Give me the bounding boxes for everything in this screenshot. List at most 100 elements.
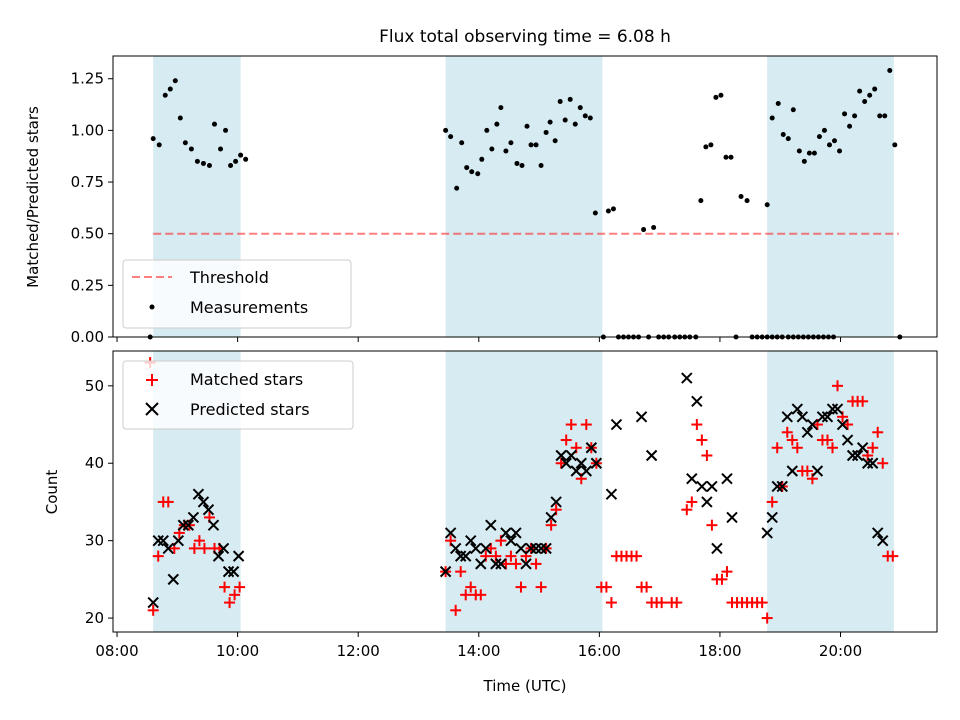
measurement-point xyxy=(847,123,853,129)
matched-star-point xyxy=(224,597,236,609)
predicted-star-point xyxy=(530,542,542,555)
measurement-point xyxy=(610,206,616,212)
measurement-point xyxy=(469,169,475,175)
measurement-point xyxy=(223,127,229,133)
y-tick-label: 1.25 xyxy=(71,70,104,88)
measurement-point xyxy=(801,158,807,164)
measurement-point xyxy=(862,98,868,104)
y-tick-label: 30 xyxy=(85,532,104,550)
predicted-star-point xyxy=(157,534,169,547)
measurement-point xyxy=(713,94,719,100)
predicted-star-point xyxy=(212,550,225,562)
predicted-star-point xyxy=(706,480,718,493)
predicted-star-point xyxy=(207,519,220,531)
measurement-point xyxy=(842,111,848,117)
predicted-star-point xyxy=(590,457,603,469)
top-shaded-ranges xyxy=(153,56,894,337)
measurement-point xyxy=(206,163,212,169)
measurement-point xyxy=(543,129,549,135)
matched-star-point xyxy=(545,519,557,531)
predicted-star-point xyxy=(505,534,517,547)
predicted-star-point xyxy=(172,534,185,547)
matched-star-point xyxy=(716,573,728,585)
measurement-point xyxy=(892,142,898,148)
matched-star-point xyxy=(147,604,159,616)
measurement-point xyxy=(172,78,178,84)
shaded-range-2 xyxy=(767,56,894,337)
matched-star-point xyxy=(887,550,899,562)
measurement-point xyxy=(454,185,460,191)
measurement-point xyxy=(703,144,709,150)
measurement-point xyxy=(723,154,729,160)
matched-star-point xyxy=(721,566,733,578)
measurement-point xyxy=(528,142,534,148)
predicted-star-point xyxy=(806,418,819,431)
predicted-star-point xyxy=(681,372,693,384)
matched-star-point xyxy=(756,597,768,609)
measurement-point xyxy=(489,146,495,152)
matched-star-point xyxy=(188,542,200,554)
x-tick-label: 10:00 xyxy=(216,642,259,660)
measurement-point xyxy=(188,146,194,152)
matched-star-point xyxy=(691,419,703,431)
top-y-axis-label: Matched/Predicted stars xyxy=(24,106,42,288)
measurement-point xyxy=(494,121,500,127)
predicted-star-point xyxy=(610,418,623,431)
matched-star-point xyxy=(771,442,783,454)
measurement-point xyxy=(514,160,520,166)
measurement-point xyxy=(211,121,217,127)
matched-star-point xyxy=(515,581,527,593)
predicted-star-point xyxy=(555,449,567,462)
predicted-star-point xyxy=(711,542,723,555)
predicted-star-point xyxy=(485,519,497,531)
matched-star-point xyxy=(701,450,713,462)
measurement-point xyxy=(484,127,490,133)
measurement-point xyxy=(887,67,893,73)
measurement-point xyxy=(519,163,525,169)
measurement-point xyxy=(872,86,878,92)
top-x-axis-ticks xyxy=(116,337,842,342)
matched-star-point xyxy=(193,535,205,547)
predicted-star-point xyxy=(545,511,557,524)
predicted-star-point xyxy=(570,465,582,477)
figure-title: Flux total observing time = 6.08 h xyxy=(379,27,671,47)
shaded-range-2 xyxy=(767,351,894,632)
matched-star-point xyxy=(465,581,477,593)
matched-star-point xyxy=(826,442,838,454)
x-tick-label: 16:00 xyxy=(578,642,621,660)
measurement-point xyxy=(877,113,883,119)
top-panel: 0.00 0.25 0.50 0.75 1.00 1.25 Matched/Predict… xyxy=(24,55,938,346)
measurement-point xyxy=(780,132,786,138)
measurement-point xyxy=(821,127,827,133)
matched-star-point xyxy=(450,604,462,616)
matched-star-point xyxy=(530,558,542,570)
measurement-point xyxy=(448,134,454,140)
matched-star-point xyxy=(832,380,844,392)
measurement-point xyxy=(785,136,791,142)
matched-star-point xyxy=(766,496,778,508)
matched-star-point xyxy=(631,550,643,562)
legend-measurement-label: Measurements xyxy=(190,298,308,317)
x-tick-label: 18:00 xyxy=(698,642,741,660)
matched-star-points xyxy=(144,357,899,624)
measurement-point xyxy=(577,105,583,111)
bottom-legend: Matched stars Predicted stars xyxy=(122,360,354,430)
matched-star-point xyxy=(656,597,668,609)
measurement-point xyxy=(459,140,465,146)
x-tick-label: 12:00 xyxy=(337,642,380,660)
predicted-star-point xyxy=(726,511,738,524)
predicted-star-point xyxy=(686,473,698,485)
matched-star-point xyxy=(162,496,174,508)
predicted-star-point xyxy=(470,542,482,555)
measurement-point xyxy=(641,227,647,233)
matched-star-point xyxy=(605,597,617,609)
measurement-point xyxy=(552,138,558,144)
predicted-star-point xyxy=(495,558,507,570)
predicted-star-point xyxy=(836,418,849,431)
predicted-star-point xyxy=(500,527,512,539)
x-tick-label: 08:00 xyxy=(95,642,138,660)
top-plot-frame xyxy=(112,55,938,338)
bottom-y-axis-ticks: 20 30 40 50 xyxy=(85,377,113,627)
predicted-star-point xyxy=(791,403,804,415)
